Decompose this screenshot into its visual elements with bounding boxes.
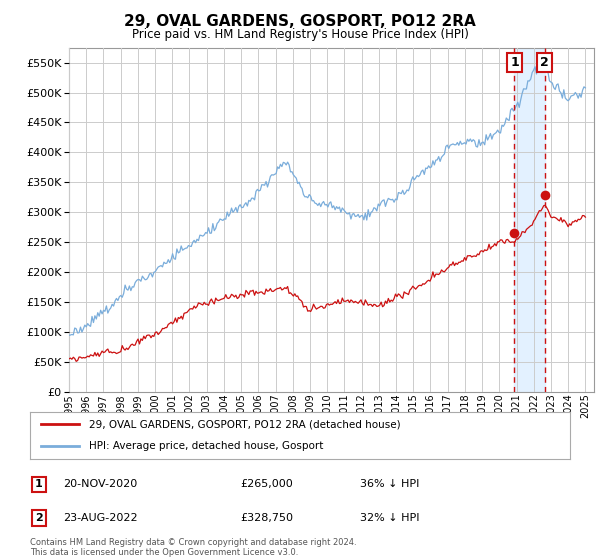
Text: Price paid vs. HM Land Registry's House Price Index (HPI): Price paid vs. HM Land Registry's House … <box>131 28 469 41</box>
Text: £328,750: £328,750 <box>240 513 293 523</box>
Text: 32% ↓ HPI: 32% ↓ HPI <box>360 513 419 523</box>
Text: 20-NOV-2020: 20-NOV-2020 <box>63 479 137 489</box>
Text: 29, OVAL GARDENS, GOSPORT, PO12 2RA (detached house): 29, OVAL GARDENS, GOSPORT, PO12 2RA (det… <box>89 419 401 430</box>
Text: Contains HM Land Registry data © Crown copyright and database right 2024.
This d: Contains HM Land Registry data © Crown c… <box>30 538 356 557</box>
Text: 23-AUG-2022: 23-AUG-2022 <box>63 513 137 523</box>
Text: HPI: Average price, detached house, Gosport: HPI: Average price, detached house, Gosp… <box>89 441 324 451</box>
Text: 29, OVAL GARDENS, GOSPORT, PO12 2RA: 29, OVAL GARDENS, GOSPORT, PO12 2RA <box>124 14 476 29</box>
Text: 36% ↓ HPI: 36% ↓ HPI <box>360 479 419 489</box>
Text: 1: 1 <box>35 479 43 489</box>
Text: 1: 1 <box>510 56 519 69</box>
Text: 2: 2 <box>541 56 549 69</box>
Bar <box>514 48 545 392</box>
Text: £265,000: £265,000 <box>240 479 293 489</box>
Text: 2: 2 <box>35 513 43 523</box>
